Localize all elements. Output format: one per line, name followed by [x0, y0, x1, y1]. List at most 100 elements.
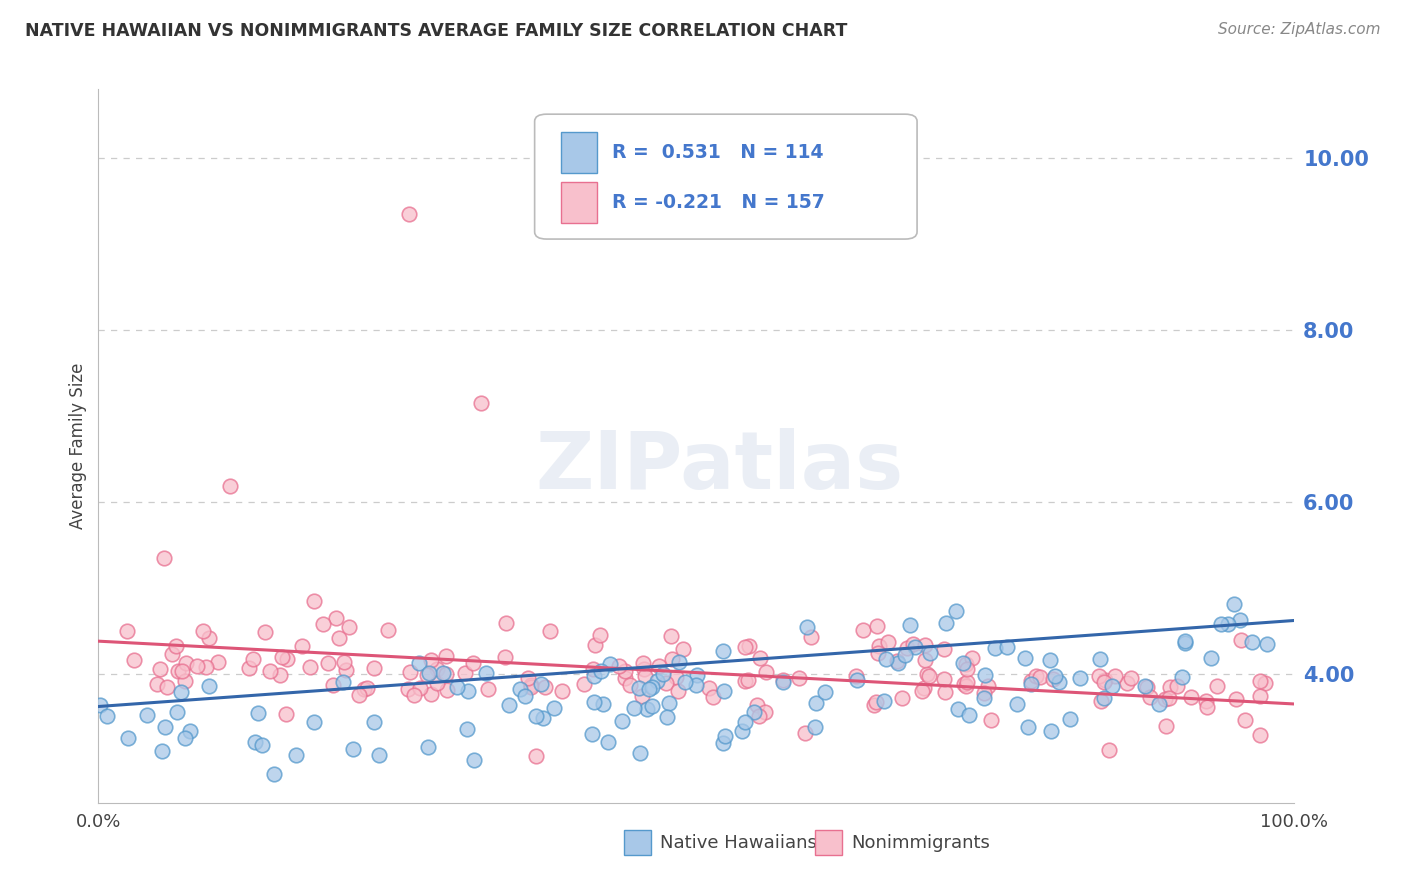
Point [498, 698, 520, 713]
Point [150, 744, 173, 758]
Point [738, 639, 761, 653]
Point [1174, 634, 1197, 648]
Point [418, 666, 440, 681]
Point [1230, 632, 1253, 647]
Point [302, 593, 325, 607]
Text: Source: ZipAtlas.com: Source: ZipAtlas.com [1218, 22, 1381, 37]
Point [886, 654, 908, 668]
Point [873, 693, 896, 707]
Point [115, 624, 138, 638]
Point [1101, 679, 1123, 693]
Point [865, 695, 887, 709]
Point [918, 669, 941, 683]
Point [793, 725, 815, 739]
Point [396, 682, 419, 697]
Point [170, 685, 193, 699]
Point [952, 676, 974, 690]
Point [356, 681, 378, 695]
Point [845, 673, 868, 687]
Point [1059, 712, 1081, 726]
Point [633, 661, 655, 675]
Point [538, 624, 561, 638]
Point [291, 639, 314, 653]
Point [325, 611, 347, 625]
Point [174, 673, 197, 688]
Point [845, 669, 868, 683]
Point [1092, 675, 1115, 690]
Point [957, 707, 980, 722]
Point [935, 615, 957, 630]
Point [347, 689, 370, 703]
Point [932, 672, 955, 686]
Point [714, 729, 737, 743]
Point [276, 652, 298, 666]
Point [176, 657, 198, 671]
Point [638, 682, 661, 697]
Point [737, 673, 759, 688]
Point [655, 709, 678, 723]
Bar [815, 830, 842, 855]
Point [274, 707, 297, 722]
Point [322, 678, 344, 692]
Text: R =  0.531   N = 114: R = 0.531 N = 114 [613, 144, 824, 162]
Point [876, 635, 898, 649]
Point [955, 680, 977, 694]
Point [668, 655, 690, 669]
Point [1229, 613, 1251, 627]
Point [1147, 697, 1170, 711]
Point [934, 642, 956, 657]
Point [599, 657, 621, 672]
Point [1216, 617, 1239, 632]
Point [1042, 672, 1064, 686]
Point [614, 671, 637, 685]
Point [402, 688, 425, 702]
Text: Nonimmigrants: Nonimmigrants [852, 834, 990, 852]
Point [333, 655, 356, 669]
Point [1174, 636, 1197, 650]
Text: Native Hawaiians: Native Hawaiians [661, 834, 817, 852]
Point [1017, 720, 1039, 734]
Point [686, 668, 709, 682]
Point [207, 655, 229, 669]
Y-axis label: Average Family Size: Average Family Size [69, 363, 87, 529]
Point [495, 616, 517, 631]
Point [1019, 677, 1042, 691]
Point [456, 722, 478, 736]
Point [891, 690, 914, 705]
Point [409, 681, 432, 696]
Point [1166, 679, 1188, 693]
Point [772, 675, 794, 690]
Point [651, 667, 673, 681]
Point [630, 690, 652, 704]
Point [619, 678, 641, 692]
Point [156, 680, 179, 694]
Text: R = -0.221   N = 157: R = -0.221 N = 157 [613, 194, 825, 212]
Point [254, 625, 277, 640]
Point [914, 638, 936, 652]
Point [742, 706, 765, 720]
Point [631, 656, 654, 670]
Point [581, 727, 603, 741]
Point [1039, 724, 1062, 739]
Point [627, 681, 650, 695]
Point [470, 396, 492, 410]
Point [748, 650, 770, 665]
Point [1136, 680, 1159, 694]
Point [342, 741, 364, 756]
Point [1069, 671, 1091, 685]
Point [420, 687, 443, 701]
Point [1139, 690, 1161, 705]
Point [672, 641, 695, 656]
Point [530, 677, 553, 691]
Point [866, 646, 889, 660]
Point [977, 679, 1000, 693]
Point [1154, 719, 1177, 733]
Point [647, 674, 669, 689]
Point [1005, 697, 1028, 711]
Point [377, 623, 399, 637]
Point [1090, 694, 1112, 708]
Point [1043, 669, 1066, 683]
Point [734, 674, 756, 689]
Point [167, 664, 190, 678]
Point [516, 672, 538, 686]
